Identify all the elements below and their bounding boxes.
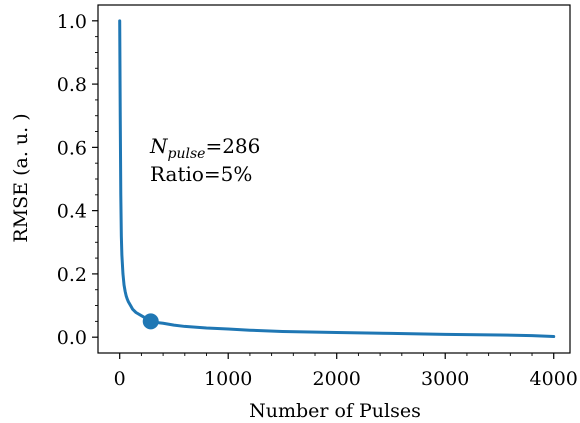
y-tick-label: 0.4 <box>57 201 87 223</box>
n-subscript: pulse <box>168 146 206 162</box>
y-tick-label: 0.2 <box>57 264 87 286</box>
plot-frame <box>97 4 571 354</box>
x-tick-label: 0 <box>114 368 126 390</box>
x-tick-label: 1000 <box>204 368 252 390</box>
y-tick-label: 0.8 <box>57 74 87 96</box>
n-symbol: N <box>149 134 169 158</box>
y-axis-ticks: 0.0 0.2 0.4 0.6 0.8 1.0 <box>57 11 98 349</box>
y-axis-label: RMSE (a. u. ) <box>10 113 32 242</box>
selected-point-marker <box>142 313 159 330</box>
y-tick-label: 1.0 <box>57 11 87 33</box>
n-value: =286 <box>205 134 260 158</box>
x-axis-ticks: 0 1000 2000 3000 4000 <box>114 353 578 390</box>
x-axis-label: Number of Pulses <box>249 400 421 422</box>
ratio-annotation: Ratio=5% <box>150 162 252 186</box>
y-tick-label: 0.0 <box>57 327 87 349</box>
x-tick-label: 3000 <box>421 368 469 390</box>
y-tick-label: 0.6 <box>57 137 87 159</box>
x-tick-label: 2000 <box>313 368 361 390</box>
pulse-count-annotation: Npulse=286 <box>149 134 260 162</box>
x-tick-label: 4000 <box>530 368 578 390</box>
